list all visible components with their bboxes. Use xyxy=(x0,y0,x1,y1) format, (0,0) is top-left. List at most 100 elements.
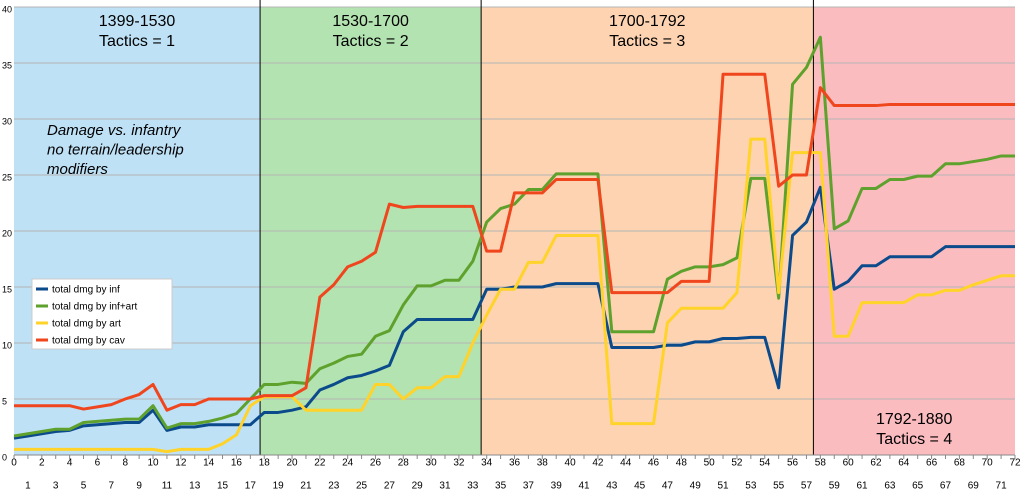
x-tick-label: 4 xyxy=(67,458,73,469)
x-tick-label: 21 xyxy=(300,481,312,492)
band-sublabel: Tactics = 3 xyxy=(609,33,685,50)
x-tick-label: 18 xyxy=(259,458,271,469)
y-tick-label: 15 xyxy=(2,284,12,294)
x-tick-label: 10 xyxy=(147,458,159,469)
x-tick-label: 41 xyxy=(578,481,590,492)
x-tick-label: 43 xyxy=(606,481,618,492)
x-tick-label: 13 xyxy=(189,481,201,492)
band-sublabel: Tactics = 2 xyxy=(333,33,409,50)
legend-label: total dmg by inf+art xyxy=(52,302,138,313)
x-tick-label: 31 xyxy=(439,481,451,492)
x-tick-label: 69 xyxy=(968,481,980,492)
x-tick-label: 52 xyxy=(731,458,743,469)
x-tick-label: 35 xyxy=(495,481,507,492)
y-tick-label: 20 xyxy=(2,228,12,238)
legend-box xyxy=(31,278,173,350)
legend-label: total dmg by art xyxy=(52,319,121,330)
x-tick-label: 27 xyxy=(384,481,396,492)
x-tick-label: 71 xyxy=(996,481,1008,492)
x-tick-label: 26 xyxy=(370,458,382,469)
x-tick-label: 3 xyxy=(53,481,59,492)
x-tick-label: 16 xyxy=(231,458,243,469)
band-label: 1399-1530 xyxy=(99,13,176,30)
x-tick-label: 0 xyxy=(11,458,17,469)
y-tick-label: 0 xyxy=(2,452,7,462)
x-tick-label: 23 xyxy=(328,481,340,492)
annotation: Damage vs. infantry xyxy=(47,122,182,139)
x-tick-label: 59 xyxy=(829,481,841,492)
x-tick-label: 24 xyxy=(342,458,354,469)
legend-label: total dmg by cav xyxy=(52,336,125,347)
x-tick-label: 51 xyxy=(717,481,729,492)
y-tick-label: 25 xyxy=(2,172,12,182)
x-tick-label: 5 xyxy=(81,481,87,492)
y-tick-label: 35 xyxy=(2,60,12,70)
band-sublabel: Tactics = 1 xyxy=(99,33,175,50)
x-tick-label: 65 xyxy=(912,481,924,492)
y-tick-label: 10 xyxy=(2,340,12,350)
x-tick-label: 15 xyxy=(217,481,229,492)
x-tick-label: 33 xyxy=(467,481,479,492)
x-tick-label: 68 xyxy=(954,458,966,469)
x-tick-label: 67 xyxy=(940,481,952,492)
x-tick-label: 1 xyxy=(25,481,31,492)
x-tick-label: 22 xyxy=(314,458,326,469)
x-tick-label: 7 xyxy=(109,481,115,492)
x-tick-label: 64 xyxy=(898,458,910,469)
y-tick-label: 5 xyxy=(2,396,7,406)
x-tick-label: 50 xyxy=(704,458,716,469)
x-tick-label: 32 xyxy=(453,458,465,469)
annotation: no terrain/leadership xyxy=(47,141,184,158)
x-tick-label: 66 xyxy=(926,458,938,469)
x-tick-label: 60 xyxy=(843,458,855,469)
x-tick-label: 40 xyxy=(565,458,577,469)
x-tick-label: 19 xyxy=(273,481,285,492)
x-tick-label: 39 xyxy=(551,481,563,492)
x-tick-label: 11 xyxy=(162,481,173,492)
y-tick-label: 30 xyxy=(2,116,12,126)
x-tick-label: 37 xyxy=(523,481,535,492)
y-tick-label: 40 xyxy=(2,4,12,14)
series-line xyxy=(14,72,1015,412)
x-tick-label: 30 xyxy=(426,458,438,469)
x-tick-label: 42 xyxy=(592,458,604,469)
band-label: 1792-1880 xyxy=(876,411,953,428)
band-label: 1700-1792 xyxy=(609,13,686,30)
x-tick-label: 28 xyxy=(398,458,410,469)
x-tick-label: 57 xyxy=(801,481,813,492)
x-tick-label: 55 xyxy=(773,481,785,492)
x-tick-label: 2 xyxy=(39,458,45,469)
x-tick-label: 12 xyxy=(175,458,187,469)
band-sublabel: Tactics = 4 xyxy=(876,431,952,448)
x-tick-label: 36 xyxy=(509,458,521,469)
x-tick-label: 44 xyxy=(620,458,632,469)
x-tick-label: 62 xyxy=(870,458,882,469)
x-tick-label: 47 xyxy=(662,481,674,492)
series-line xyxy=(14,137,1015,454)
x-tick-label: 9 xyxy=(136,481,142,492)
x-tick-label: 25 xyxy=(356,481,368,492)
x-tick-label: 61 xyxy=(857,481,869,492)
x-tick-label: 49 xyxy=(690,481,702,492)
x-tick-label: 53 xyxy=(745,481,757,492)
x-tick-label: 14 xyxy=(203,458,215,469)
x-tick-label: 8 xyxy=(122,458,128,469)
x-tick-label: 29 xyxy=(412,481,424,492)
x-tick-label: 17 xyxy=(245,481,257,492)
x-tick-label: 20 xyxy=(286,458,298,469)
legend-label: total dmg by inf xyxy=(52,285,120,296)
x-tick-label: 70 xyxy=(982,458,994,469)
x-tick-label: 38 xyxy=(537,458,549,469)
x-tick-label: 6 xyxy=(95,458,101,469)
x-tick-label: 48 xyxy=(676,458,688,469)
x-tick-label: 46 xyxy=(648,458,660,469)
x-tick-label: 72 xyxy=(1009,458,1021,469)
band-label: 1530-1700 xyxy=(332,13,409,30)
series-line xyxy=(13,35,1015,438)
annotation: modifiers xyxy=(47,161,108,178)
x-tick-label: 56 xyxy=(787,458,799,469)
x-tick-label: 45 xyxy=(634,481,646,492)
x-tick-label: 34 xyxy=(481,458,493,469)
x-tick-label: 54 xyxy=(759,458,771,469)
